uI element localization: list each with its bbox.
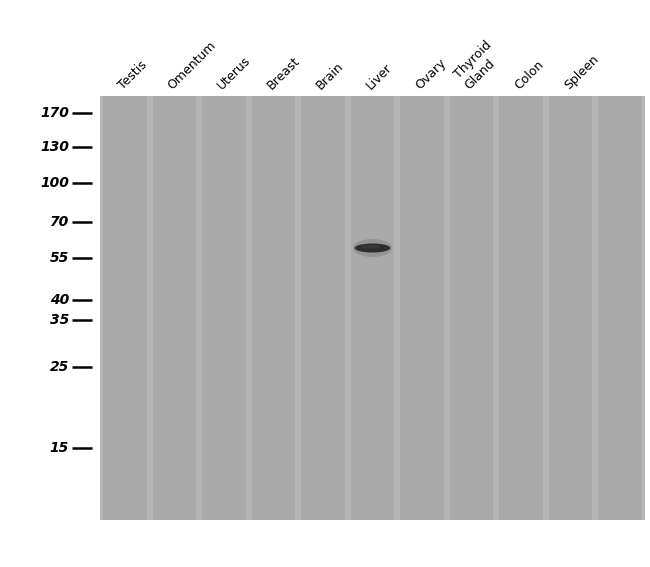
Text: Omentum: Omentum [165, 39, 218, 92]
Bar [301, 96, 344, 520]
Ellipse shape [361, 245, 380, 249]
Text: 170: 170 [40, 106, 69, 120]
Text: 40: 40 [50, 293, 69, 307]
Bar [351, 96, 395, 520]
Text: Brain: Brain [314, 60, 346, 92]
Text: 130: 130 [40, 140, 69, 154]
Bar [100, 96, 645, 520]
Text: 15: 15 [50, 441, 69, 455]
Bar [450, 96, 493, 520]
Text: 70: 70 [50, 215, 69, 229]
Text: 55: 55 [50, 251, 69, 265]
Text: 100: 100 [40, 176, 69, 190]
Bar [499, 96, 543, 520]
Bar [252, 96, 295, 520]
Text: Ovary: Ovary [413, 56, 448, 92]
Bar [202, 96, 246, 520]
Text: Colon: Colon [512, 58, 546, 92]
Bar [599, 96, 642, 520]
Text: Liver: Liver [363, 61, 395, 92]
Bar [400, 96, 444, 520]
Text: 25: 25 [50, 360, 69, 374]
Text: Thyroid
Gland: Thyroid Gland [452, 39, 505, 92]
Text: Breast: Breast [264, 54, 302, 92]
Ellipse shape [355, 243, 391, 252]
Bar [103, 96, 146, 520]
Text: Testis: Testis [116, 58, 150, 92]
Text: 35: 35 [50, 313, 69, 327]
Text: Uterus: Uterus [214, 54, 253, 92]
Ellipse shape [353, 239, 392, 257]
Bar [153, 96, 196, 520]
Bar [549, 96, 593, 520]
Text: Spleen: Spleen [562, 53, 601, 92]
